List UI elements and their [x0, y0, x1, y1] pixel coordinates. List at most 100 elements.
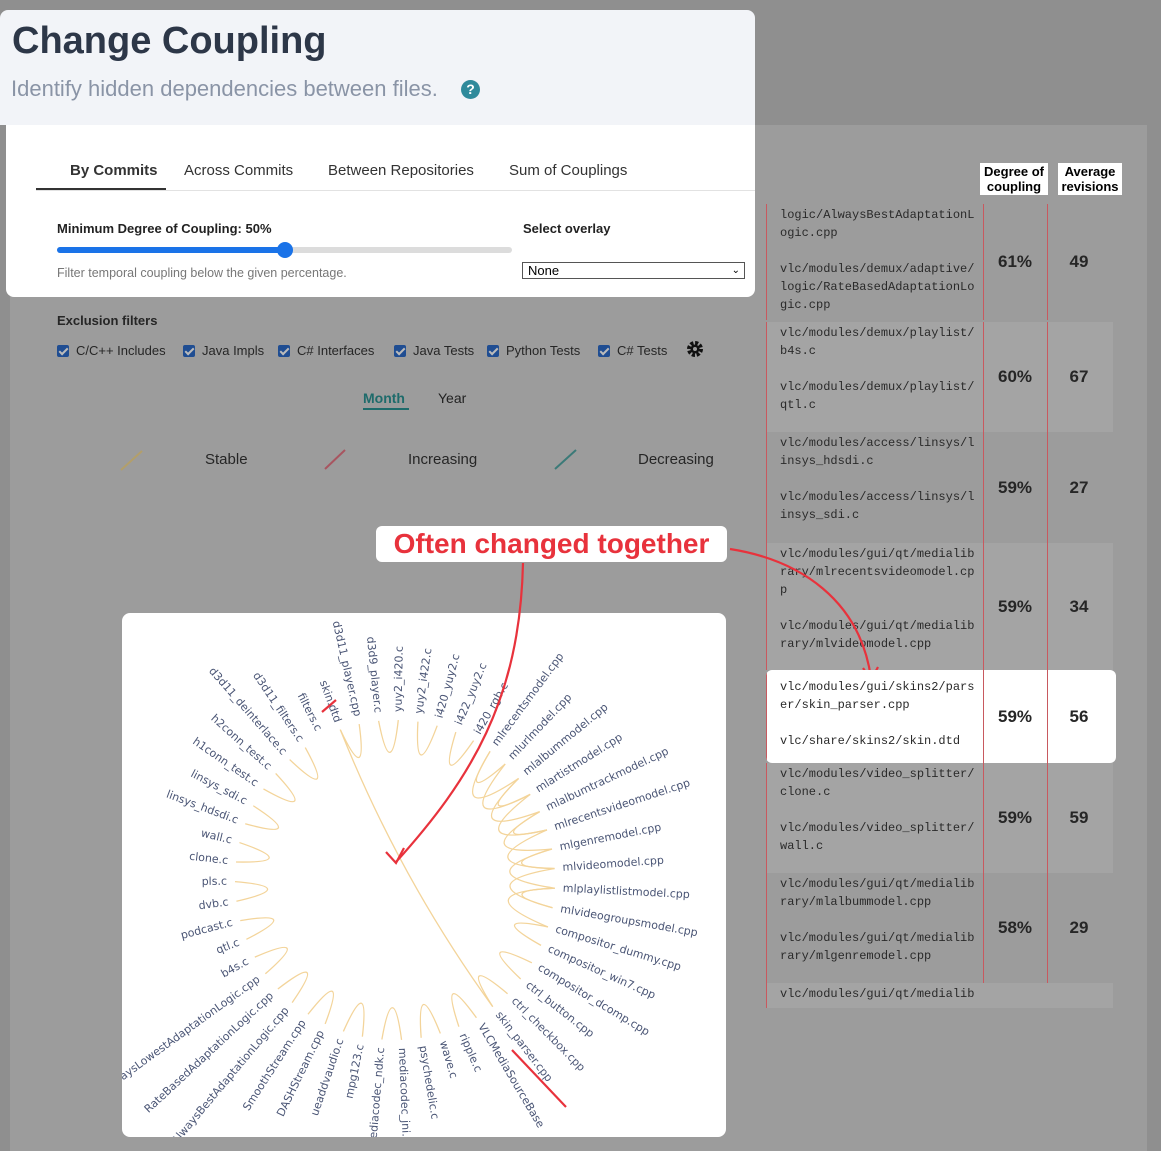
- exclusion-filter[interactable]: C# Interfaces: [278, 343, 374, 358]
- chord-link: [490, 777, 540, 822]
- file-path: vlc/modules/gui/qt/medialibrary/mlvideom…: [780, 619, 975, 651]
- table-row: vlc/modules/access/linsys/linsys_hdsdi.c…: [766, 432, 1113, 543]
- exclusion-filter[interactable]: C# Tests: [598, 343, 667, 358]
- column-header: Degree of coupling: [980, 163, 1048, 195]
- period-option[interactable]: Year: [438, 390, 467, 406]
- checkbox: [487, 344, 499, 357]
- chord-link: [339, 729, 494, 1008]
- column-divider: [983, 763, 984, 873]
- file-pair: vlc/modules/gui/qt/medialib: [780, 985, 978, 1003]
- chord-link: [307, 990, 334, 1025]
- coupling-degree: 61%: [997, 252, 1033, 271]
- exclusion-filter[interactable]: Java Tests: [394, 343, 474, 358]
- column-divider: [1047, 873, 1048, 983]
- coupling-degree: 60%: [997, 367, 1033, 386]
- tab[interactable]: By Commits: [70, 162, 158, 179]
- exclusion-filter[interactable]: Python Tests: [487, 343, 580, 358]
- filter-label: C# Interfaces: [297, 343, 375, 358]
- settings-gear[interactable]: [685, 339, 705, 359]
- file-path: vlc/modules/access/linsys/linsys_sdi.c: [780, 490, 975, 522]
- file-path: vlc/modules/demux/adaptive/logic/RateBas…: [780, 262, 975, 312]
- checkbox: [278, 344, 290, 357]
- table-row: vlc/modules/demux/playlist/b4s.c vlc/modu…: [766, 322, 1113, 432]
- period-option[interactable]: Month: [363, 390, 405, 406]
- period-underline: [363, 408, 409, 410]
- page-subtitle: Identify hidden dependencies between fil…: [11, 76, 438, 101]
- slider-label: Minimum Degree of Coupling: 50%: [57, 221, 272, 236]
- exclusion-title: Exclusion filters: [57, 313, 158, 328]
- exclusion-filter[interactable]: C/C++ Includes: [57, 343, 166, 358]
- file-pair: vlc/modules/video_splitter/clone.c vlc/mo…: [780, 765, 978, 855]
- filter-label: Java Impls: [202, 343, 265, 358]
- active-tab-underline: [36, 188, 166, 190]
- table-row: vlc/modules/gui/skins2/parser/skin_parse…: [766, 670, 1116, 763]
- file-path: vlc/modules/gui/qt/medialib: [780, 987, 975, 1001]
- table-row: vlc/modules/gui/qt/medialib: [766, 983, 1113, 1008]
- filter-label: Python Tests: [506, 343, 581, 358]
- column-divider: [1047, 763, 1048, 873]
- checkbox: [57, 344, 69, 357]
- column-header: Average revisions: [1058, 163, 1122, 195]
- average-revisions: 49: [1069, 252, 1089, 271]
- column-divider: [1047, 543, 1048, 670]
- file-path: logic/AlwaysBestAdaptationLogic.cpp: [780, 208, 975, 240]
- chord-link: [498, 793, 548, 836]
- chord-link: [451, 993, 477, 1027]
- tab[interactable]: Between Repositories: [328, 162, 474, 179]
- chord-label: dvb.c: [198, 895, 229, 912]
- chord-panel: skin.dtd d3d11_player.cpp d3d9_player.c yuy…: [122, 613, 726, 1137]
- file-path: vlc/modules/video_splitter/wall.c: [780, 821, 975, 853]
- chord-link: [339, 723, 362, 759]
- chord-link: [416, 721, 438, 756]
- chord-link: [499, 951, 533, 980]
- slider-hint: Filter temporal coupling below the given…: [57, 266, 347, 280]
- tab[interactable]: Across Commits: [184, 162, 294, 179]
- file-pair: vlc/modules/demux/playlist/b4s.c vlc/modu…: [780, 324, 978, 414]
- annotation: Often changed together: [376, 526, 727, 562]
- table-row: logic/AlwaysBestAdaptationLogic.cpp vlc/m…: [766, 204, 1113, 320]
- chord-link: [254, 946, 288, 975]
- chord-link: [419, 1003, 441, 1038]
- help-icon[interactable]: ?: [461, 80, 480, 99]
- chord-link: [381, 1007, 403, 1040]
- checkbox: [598, 344, 610, 357]
- file-path: vlc/modules/access/linsys/linsys_hdsdi.c: [780, 436, 975, 468]
- legend-label: Increasing: [408, 451, 478, 468]
- file-pair: vlc/modules/access/linsys/linsys_hdsdi.c…: [780, 434, 978, 524]
- overlay-select[interactable]: None ⌄: [522, 262, 745, 279]
- column-divider: [766, 204, 767, 320]
- file-pair: vlc/modules/gui/skins2/parser/skin_parse…: [780, 678, 978, 750]
- chord-link: [236, 841, 270, 863]
- column-divider: [1047, 322, 1048, 432]
- file-path: vlc/modules/demux/playlist/qtl.c: [780, 380, 975, 412]
- file-path: vlc/modules/demux/playlist/b4s.c: [780, 326, 975, 358]
- average-revisions: 56: [1069, 706, 1089, 726]
- column-divider: [766, 763, 767, 873]
- tab[interactable]: Sum of Couplings: [509, 162, 628, 179]
- file-path: vlc/modules/gui/qt/medialibrary/mlalbumm…: [780, 877, 975, 909]
- filter-label: C/C++ Includes: [76, 343, 166, 358]
- chord-link: [448, 731, 475, 766]
- column-divider: [983, 432, 984, 543]
- chord-link: [342, 1002, 365, 1037]
- chord-link: [472, 751, 519, 799]
- average-revisions: 59: [1069, 808, 1089, 827]
- table-row: vlc/modules/gui/qt/medialibrary/mlalbumm…: [766, 873, 1113, 983]
- chord-link: [513, 922, 549, 946]
- file-path: vlc/modules/gui/skins2/parser/skin_parse…: [780, 680, 975, 712]
- exclusion-filter[interactable]: Java Impls: [183, 343, 264, 358]
- average-revisions: 34: [1069, 596, 1089, 616]
- chord-link: [377, 719, 399, 754]
- legend-label: Decreasing: [638, 451, 714, 468]
- column-divider: [1047, 204, 1048, 320]
- chord-link: [234, 880, 269, 902]
- column-divider: [766, 322, 767, 432]
- table-row: vlc/modules/gui/qt/medialibrary/mlrecent…: [766, 543, 1113, 670]
- file-pair: vlc/modules/gui/qt/medialibrary/mlalbumm…: [780, 875, 978, 965]
- overlay-label: Select overlay: [523, 221, 611, 236]
- slider-thumb[interactable]: [277, 242, 293, 258]
- coupling-degree: 59%: [997, 596, 1033, 616]
- column-divider: [983, 670, 984, 763]
- chord-link: [507, 887, 555, 928]
